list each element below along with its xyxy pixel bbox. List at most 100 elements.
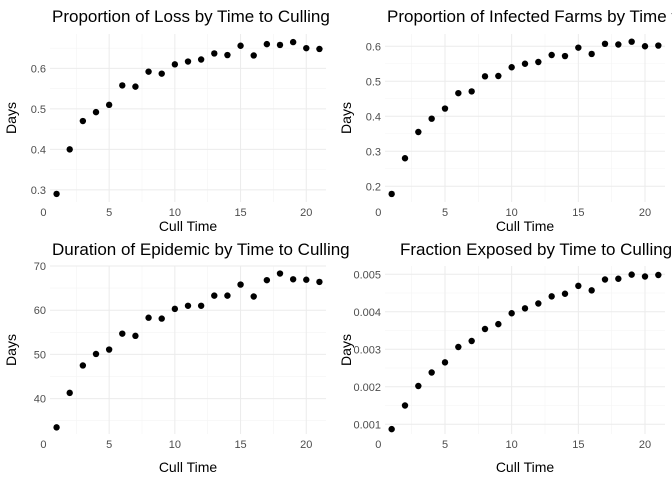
- data-point: [158, 70, 165, 77]
- data-point: [468, 88, 475, 95]
- data-point: [495, 72, 502, 80]
- data-point: [263, 276, 271, 284]
- data-point: [316, 278, 323, 286]
- x-axis-label: Cull Time: [159, 218, 218, 234]
- y-tick-label: 0.4: [31, 144, 46, 156]
- data-point: [145, 314, 152, 321]
- data-point: [184, 302, 192, 309]
- data-point: [388, 425, 395, 433]
- data-point: [119, 330, 126, 337]
- x-tick-label: 10: [169, 207, 181, 219]
- y-tick-label: 0.2: [366, 181, 381, 193]
- data-point: [641, 43, 649, 50]
- data-point: [66, 146, 73, 153]
- data-point: [132, 83, 139, 90]
- data-point: [171, 305, 179, 313]
- x-tick-label: 15: [572, 207, 584, 219]
- data-point: [303, 276, 310, 283]
- data-point: [588, 287, 595, 294]
- y-tick-label: 0.6: [366, 41, 381, 53]
- data-point: [415, 382, 422, 390]
- data-point: [401, 155, 409, 162]
- data-point: [289, 38, 297, 46]
- y-tick-label: 0.003: [353, 344, 381, 356]
- data-point: [92, 350, 100, 358]
- data-point: [548, 293, 555, 300]
- x-tick-label: 15: [234, 439, 246, 451]
- y-tick-label: 0.5: [31, 104, 46, 116]
- data-point: [468, 337, 475, 345]
- data-point: [535, 58, 542, 66]
- x-tick-label: 5: [106, 207, 112, 219]
- data-point: [628, 271, 635, 278]
- data-point: [455, 89, 462, 97]
- data-point: [92, 108, 100, 116]
- data-point: [158, 315, 165, 322]
- y-axis-label: Days: [3, 334, 19, 366]
- data-point: [508, 64, 515, 71]
- x-tick-label: 20: [639, 439, 651, 451]
- data-point: [561, 52, 569, 60]
- x-tick-label: 0: [375, 439, 381, 451]
- data-point: [575, 282, 582, 290]
- y-tick-label: 0.001: [353, 419, 381, 431]
- data-point: [171, 61, 179, 68]
- y-tick-label: 0.5: [366, 76, 381, 88]
- data-point: [237, 281, 244, 288]
- x-tick-label: 0: [40, 439, 46, 451]
- data-point: [601, 276, 609, 283]
- y-tick-label: 40: [34, 394, 46, 406]
- data-point: [197, 302, 205, 309]
- data-point: [575, 44, 582, 51]
- y-axis-label: Days: [338, 334, 354, 366]
- data-point: [119, 82, 126, 89]
- data-point: [250, 293, 257, 300]
- chart-title: Duration of Epidemic by Time to Culling: [52, 240, 350, 259]
- data-point: [548, 51, 555, 59]
- data-point: [441, 359, 449, 366]
- y-tick-label: 0.4: [366, 111, 381, 123]
- chart-panel-4: 0 5 10 15 20 0.001 0.002 0.003 0.004 0.005 Fractio…: [338, 240, 672, 475]
- y-tick-label: 0.002: [353, 382, 381, 394]
- x-tick-label: 5: [442, 207, 448, 219]
- y-tick-label: 0.3: [366, 146, 381, 158]
- data-point: [132, 332, 139, 340]
- x-axis-label: Cull Time: [496, 218, 555, 234]
- data-point: [303, 44, 310, 52]
- y-tick-label: 60: [34, 305, 46, 317]
- data-point: [276, 41, 284, 49]
- data-point: [79, 362, 87, 369]
- data-point: [224, 292, 231, 299]
- y-tick-label: 0.004: [353, 307, 381, 319]
- data-point: [481, 73, 489, 80]
- x-tick-label: 10: [169, 439, 181, 451]
- data-point: [428, 115, 435, 122]
- data-point: [105, 101, 113, 109]
- data-point: [401, 402, 409, 409]
- data-point: [53, 424, 60, 431]
- data-point: [263, 40, 271, 48]
- data-point: [388, 190, 395, 198]
- data-point: [601, 40, 609, 47]
- x-tick-label: 15: [572, 439, 584, 451]
- y-tick-label: 50: [34, 349, 46, 361]
- data-point: [615, 275, 622, 282]
- x-tick-label: 0: [375, 207, 381, 219]
- data-point: [211, 50, 218, 57]
- data-point: [495, 320, 502, 328]
- x-tick-label: 5: [442, 439, 448, 451]
- x-tick-label: 20: [300, 439, 312, 451]
- x-tick-label: 10: [506, 207, 518, 219]
- data-point: [276, 270, 284, 277]
- data-point: [521, 305, 529, 312]
- data-point: [197, 56, 205, 63]
- data-point: [224, 51, 231, 59]
- data-point: [211, 292, 218, 299]
- chart-panel-3: 0 5 10 15 20 40 50 60 70 Duration of Epidemic by …: [3, 240, 350, 475]
- data-point: [615, 41, 622, 48]
- data-point: [641, 273, 649, 280]
- y-tick-label: 0.6: [31, 63, 46, 75]
- data-point: [441, 105, 449, 112]
- data-point: [184, 58, 192, 65]
